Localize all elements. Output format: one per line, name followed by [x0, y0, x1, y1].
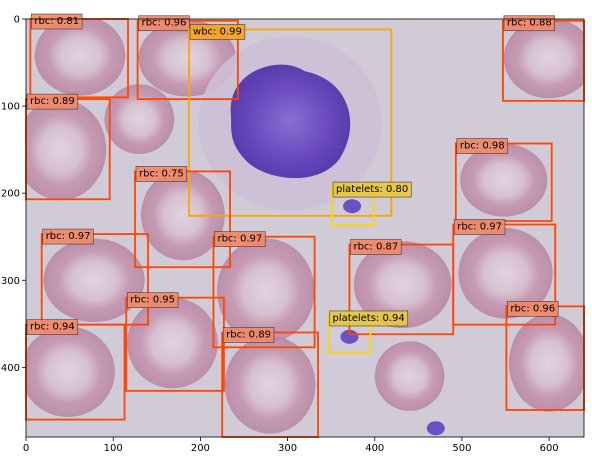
x-tick-label: 400	[365, 443, 384, 454]
label-background	[329, 310, 409, 327]
detection-label: rbc: 0.97	[457, 222, 502, 233]
label-background	[456, 138, 508, 154]
bounding-boxes: rbc: 0.81 rbc: 0.96 wbc: 0.99 rbc: 0.88 rbc:…	[25, 13, 585, 438]
x-tick-label: 500	[452, 443, 471, 454]
detection-label: rbc: 0.81	[34, 16, 79, 27]
x-tick-label: 300	[278, 443, 297, 454]
detection-label: rbc: 0.75	[139, 168, 184, 179]
detection-label: rbc: 0.94	[30, 322, 75, 333]
x-tick-label: 100	[104, 443, 123, 454]
detection-rbc: rbc: 0.89	[221, 327, 319, 438]
red-blood-cell	[141, 169, 225, 261]
label-background	[507, 301, 559, 317]
red-blood-cell	[374, 341, 445, 411]
detection-platelets: platelets: 0.94	[327, 310, 409, 354]
detection-platelets: platelets: 0.80	[331, 181, 412, 227]
label-background	[332, 181, 412, 198]
detection-label: rbc: 0.88	[507, 18, 552, 29]
detection-label: platelets: 0.80	[336, 184, 408, 195]
label-background	[350, 239, 402, 255]
platelet	[426, 421, 445, 436]
detection-rbc: rbc: 0.95	[125, 292, 225, 392]
x-tick-label: 200	[191, 443, 210, 454]
detection-label: rbc: 0.97	[46, 231, 91, 242]
label-background	[138, 15, 190, 32]
detection-label: rbc: 0.96	[510, 303, 555, 314]
label-background	[189, 24, 246, 40]
y-tick-label: 0	[14, 15, 20, 26]
label-background	[31, 13, 83, 30]
red-blood-cell	[216, 238, 315, 343]
label-background	[135, 166, 188, 182]
detection-rbc: rbc: 0.89	[25, 93, 111, 201]
label-background	[42, 228, 94, 245]
label-background	[26, 319, 79, 335]
red-blood-cell	[224, 335, 316, 434]
detection-label: rbc: 0.98	[460, 141, 505, 152]
red-blood-cell	[26, 326, 115, 417]
x-tick-label: 0	[23, 443, 29, 454]
detection-label: rbc: 0.89	[30, 96, 75, 107]
detection-label: rbc: 0.87	[353, 242, 398, 253]
detection-rbc: rbc: 0.97	[452, 219, 557, 326]
detection-label: wbc: 0.99	[193, 26, 242, 37]
y-tick-label: 200	[1, 189, 20, 200]
label-background	[214, 231, 266, 248]
detection-rbc: rbc: 0.96	[136, 15, 239, 101]
red-blood-cell	[104, 84, 175, 154]
detection-rbc: rbc: 0.97	[212, 231, 316, 349]
image-axes: 0 100 200 300 400 500 600 0 100 200 300 400	[1, 15, 585, 454]
x-tick-label: 600	[540, 443, 559, 454]
red-blood-cell	[509, 314, 584, 412]
detection-wbc: wbc: 0.99	[188, 24, 393, 217]
y-tick-label: 400	[1, 363, 20, 374]
detection-rbc: rbc: 0.96	[505, 301, 585, 411]
y-tick-label: 100	[1, 102, 20, 113]
red-blood-cell	[458, 228, 553, 319]
red-blood-cell	[26, 99, 107, 201]
wbc-nucleus	[230, 64, 351, 179]
detection-label: rbc: 0.95	[130, 295, 175, 306]
red-blood-cell	[34, 19, 126, 96]
label-background	[503, 15, 555, 32]
red-blood-cell	[43, 238, 145, 323]
detection-label: rbc: 0.97	[217, 234, 262, 245]
platelet	[343, 199, 362, 214]
red-blood-cell	[460, 143, 548, 217]
red-blood-cell	[127, 297, 218, 389]
label-background	[126, 292, 179, 308]
label-background	[222, 327, 275, 343]
detection-label: platelets: 0.94	[333, 313, 405, 324]
label-background	[453, 219, 506, 235]
red-blood-cell	[503, 19, 584, 99]
y-tick-label: 300	[1, 276, 20, 287]
bounding-box	[188, 28, 393, 217]
detection-label: rbc: 0.96	[142, 18, 187, 29]
detection-label: rbc: 0.89	[226, 330, 271, 341]
detection-rbc: rbc: 0.75	[134, 166, 231, 269]
red-blood-cell	[353, 241, 452, 329]
label-background	[26, 93, 79, 110]
